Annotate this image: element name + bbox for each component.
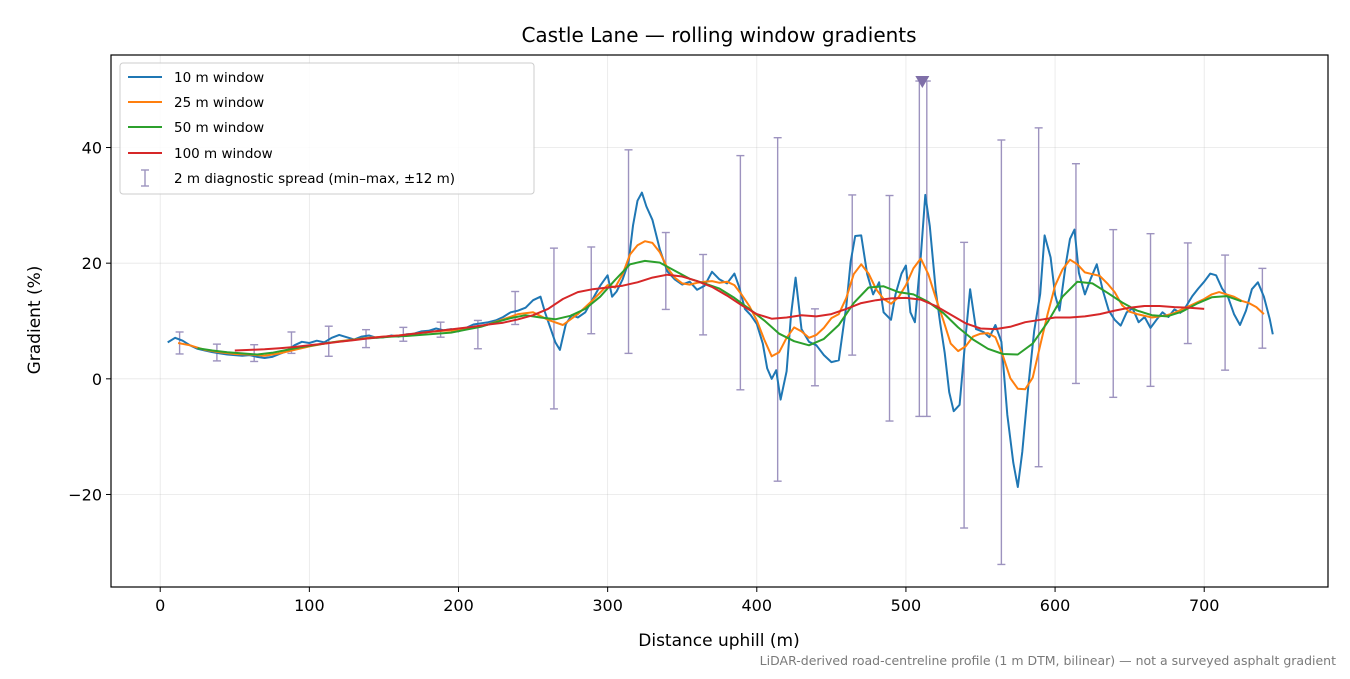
spread-errorbar [773, 136, 782, 482]
spread-errorbar [324, 325, 333, 357]
spread-errorbar [736, 154, 745, 391]
series-line-100m [234, 273, 1205, 352]
y-ticks: −20 0 20 40 [68, 139, 111, 504]
spread-errorbar [549, 247, 558, 410]
plot-frame [110, 54, 1329, 588]
legend-label-100m: 100 m window [174, 146, 273, 162]
marker-layer [915, 76, 930, 89]
spread-errorbar [960, 241, 969, 529]
y-tick-label: 20 [82, 254, 102, 273]
spread-errorbar [661, 231, 670, 311]
x-tick-label: 0 [155, 596, 165, 615]
legend-label-spread: 2 m diagnostic spread (min–max, ±12 m) [174, 171, 455, 187]
y-tick-label: 40 [82, 139, 102, 158]
legend-box [119, 62, 535, 195]
x-ticks: 0 100 200 300 400 500 600 700 [155, 587, 1219, 615]
legend-label-10m: 10 m window [174, 70, 264, 86]
spread-errorbar [1258, 267, 1267, 349]
x-tick-label: 300 [592, 596, 623, 615]
series-lines [167, 191, 1274, 488]
x-tick-label: 500 [891, 596, 922, 615]
y-tick-label: −20 [68, 485, 102, 504]
spread-errorbar [885, 194, 894, 422]
spread-errorbar [1146, 232, 1155, 388]
legend-label-50m: 50 m window [174, 120, 264, 136]
peak-marker [915, 76, 930, 89]
spread-errorbar [810, 308, 819, 387]
series-line-10m [167, 191, 1274, 488]
spread-errorbar [699, 253, 708, 336]
spread-errorbar [250, 344, 259, 363]
chart-title: Castle Lane — rolling window gradients [521, 23, 916, 47]
legend-label-25m: 25 m window [174, 95, 264, 111]
y-axis-label: Gradient (%) [25, 266, 45, 375]
spread-errorbar [1109, 228, 1118, 399]
y-tick-label: 0 [92, 370, 102, 389]
x-tick-label: 100 [294, 596, 325, 615]
spread-errorbar [1183, 242, 1192, 345]
legend-swatch-spread [141, 169, 149, 187]
x-tick-label: 700 [1189, 596, 1220, 615]
x-tick-label: 400 [742, 596, 773, 615]
spread-errorbar [1071, 163, 1080, 385]
footnote: LiDAR-derived road-centreline profile (1… [760, 653, 1336, 668]
x-tick-label: 200 [443, 596, 474, 615]
legend: 10 m window 25 m window 50 m window 100 … [119, 62, 535, 195]
spread-errorbar [922, 80, 931, 418]
x-tick-label: 600 [1040, 596, 1071, 615]
spread-errorbar [848, 194, 857, 356]
spread-errorbar [1221, 254, 1230, 371]
spread-errorbar [624, 149, 633, 355]
x-axis-label: Distance uphill (m) [638, 631, 799, 651]
